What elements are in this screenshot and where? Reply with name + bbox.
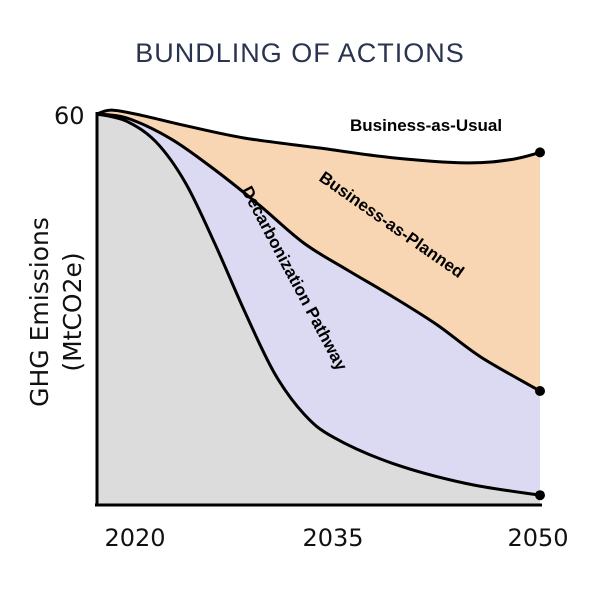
- line-bap: [96, 112, 541, 393]
- line-decarb: [96, 112, 541, 497]
- endpoint-marker-decarb: [535, 490, 545, 501]
- marker-layer: [535, 147, 545, 501]
- area-decarb: [97, 114, 540, 505]
- x-tick-label: 2035: [302, 524, 363, 552]
- area-layer: [97, 110, 540, 505]
- line-layer: [96, 108, 541, 497]
- endpoint-marker-bap: [535, 386, 545, 396]
- y-axis-label-units: (MtCO2e): [58, 252, 87, 371]
- x-tick-label: 2020: [104, 524, 165, 552]
- endpoint-marker-bau: [535, 147, 545, 158]
- chart-title: BUNDLING OF ACTIONS: [135, 38, 465, 68]
- y-tick-label: 60: [54, 102, 85, 130]
- line-bau: [96, 108, 541, 165]
- series-label-bau: Business-as-Usual: [350, 116, 502, 135]
- y-axis-label: GHG Emissions: [25, 217, 54, 407]
- x-tick-label: 2050: [507, 524, 568, 552]
